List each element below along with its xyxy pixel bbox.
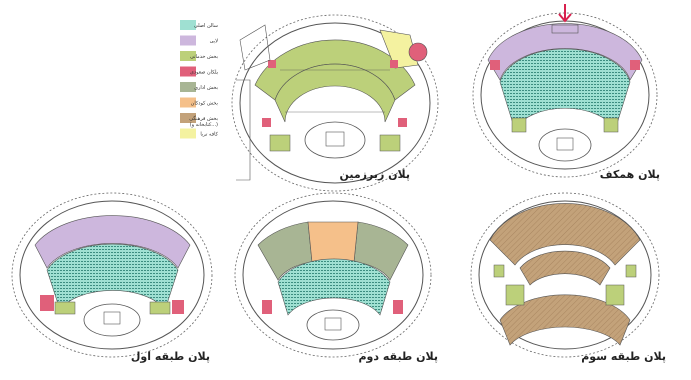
legend-label: بخش اداری <box>194 85 218 91</box>
legend-label: سالن اصلی <box>194 23 218 29</box>
legend-sublabel: (کتابخانه و...) <box>190 122 218 128</box>
plan-title-basement: پلان زیرزمین <box>339 168 410 181</box>
legend-swatch <box>180 51 196 61</box>
legend-swatch <box>180 113 196 123</box>
plan-basement: پلان زیرزمین <box>231 14 439 192</box>
legend-swatch <box>180 128 196 139</box>
legend-label: پلکان صعودی <box>190 70 219 76</box>
plan-title-roof: پلان همکف <box>600 168 660 181</box>
legend-label: لابی <box>210 39 219 45</box>
plan-title-third: پلان طبقه سوم <box>581 350 666 363</box>
legend-swatch <box>180 66 196 77</box>
plan-third-floor: پلان طبقه سوم <box>470 192 666 363</box>
plan-title-second: پلان طبقه دوم <box>358 350 438 363</box>
legend-swatch <box>180 35 196 46</box>
legend-label: کافه تریا <box>200 132 218 138</box>
entrance-arrow-icon <box>558 4 572 23</box>
plan-title-first: پلان طبقه اول <box>131 350 210 363</box>
plan-first-floor: پلان طبقه اول <box>11 192 213 363</box>
legend-label: بخش خدماتی <box>190 54 218 60</box>
legend-swatch <box>180 82 196 92</box>
legend: سالن اصلی لابی بخش خدماتی پلکان صعودی بخش اد… <box>180 20 219 139</box>
legend-swatch <box>180 97 196 108</box>
legend-label: بخش کودکان <box>191 101 218 107</box>
legend-swatch <box>180 20 196 30</box>
plan-second-floor: پلان طبقه دوم <box>234 192 438 363</box>
plan-roof: پلان همکف <box>472 4 660 181</box>
legend-label: بخش فرهنگی <box>189 115 218 122</box>
